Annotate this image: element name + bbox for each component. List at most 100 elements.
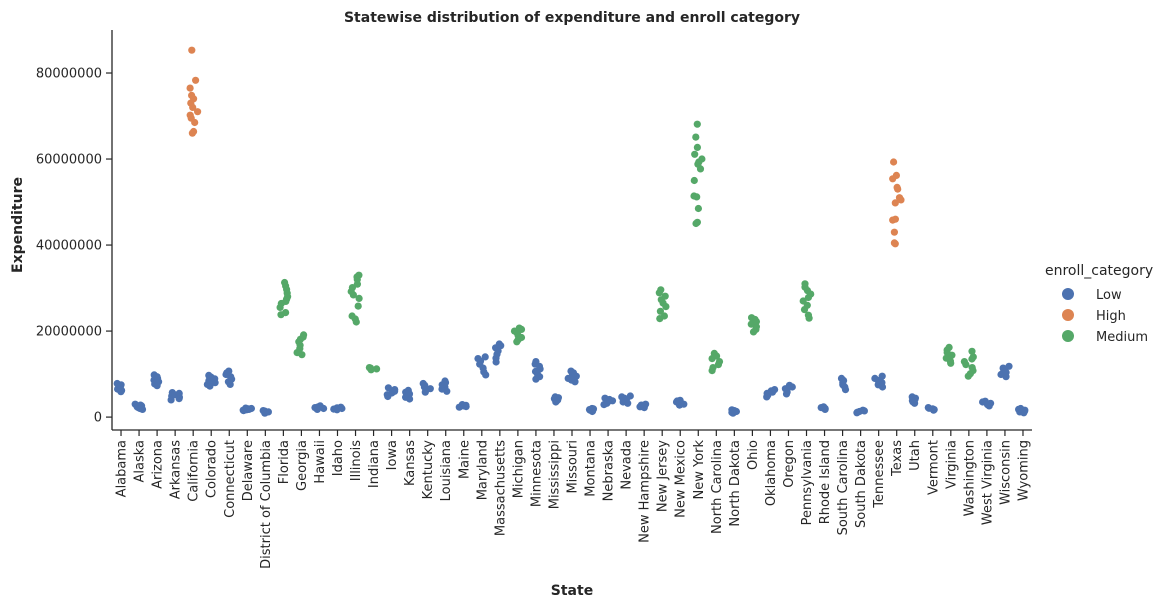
data-point [820, 403, 828, 411]
x-tick-label: Kentucky [421, 440, 436, 500]
data-point [300, 331, 308, 339]
data-point [801, 280, 809, 288]
data-point [690, 176, 698, 185]
data-point [728, 406, 736, 414]
data-point [242, 404, 250, 412]
data-point [194, 108, 202, 116]
legend: enroll_category Low High Medium [1045, 263, 1153, 345]
x-tick-label: New Mexico [674, 440, 689, 518]
data-point [891, 199, 899, 207]
data-point [785, 381, 794, 389]
x-tick-label: Idaho [331, 440, 346, 476]
data-point [551, 393, 559, 401]
y-tick-label: 20000000 [36, 325, 102, 340]
data-point [426, 385, 434, 393]
data-point [404, 386, 412, 394]
data-point [348, 312, 356, 320]
data-point [354, 302, 362, 310]
data-point [316, 402, 324, 410]
legend-marker [1062, 309, 1074, 321]
x-tick-label: Florida [277, 440, 292, 484]
data-point [715, 358, 724, 366]
x-tick-label: Wyoming [1016, 440, 1031, 501]
y-tick-label: 40000000 [36, 239, 102, 254]
data-point [710, 349, 718, 357]
data-point [878, 372, 886, 380]
data-point [859, 406, 867, 414]
x-tick-label: Illinois [349, 440, 364, 481]
data-point [908, 393, 916, 401]
data-point [1005, 362, 1013, 370]
x-tick-label: Connecticut [223, 440, 238, 518]
data-point [891, 215, 900, 223]
data-point [690, 192, 698, 200]
x-tick-label: Delaware [241, 440, 256, 501]
axes-layer: 0 20000000 40000000 60000000 80000000 Alabama… [36, 30, 1032, 569]
data-point [150, 371, 158, 379]
x-tick-label: Nevada [620, 440, 635, 490]
data-point [660, 312, 669, 320]
data-point [924, 404, 932, 412]
x-tick-label: Wisconsin [998, 440, 1013, 505]
data-point [942, 354, 950, 362]
x-tick-label: Arizona [151, 440, 166, 489]
y-tick-label: 80000000 [36, 67, 102, 82]
x-tick-label: New York [692, 440, 707, 500]
data-point [282, 309, 290, 317]
data-point [969, 353, 977, 361]
x-tick-label: California [187, 440, 202, 502]
chart-title: Statewise distribution of expenditure an… [344, 10, 800, 26]
data-point [259, 407, 267, 415]
x-tick-label: Tennessee [872, 440, 887, 509]
data-point [188, 46, 196, 54]
data-point [890, 239, 899, 247]
data-point [709, 364, 717, 372]
x-tick-label: Massachusetts [493, 440, 508, 536]
legend-label: High [1096, 309, 1126, 324]
data-point [987, 399, 995, 407]
x-tick-label: Maryland [475, 440, 490, 500]
data-point [618, 393, 626, 401]
x-tick-label: Oregon [782, 440, 797, 488]
data-point [113, 379, 121, 388]
legend-marker [1062, 288, 1074, 300]
x-tick-label: Louisiana [439, 440, 454, 501]
data-point [626, 392, 634, 400]
y-axis-label: Expenditure [10, 177, 26, 273]
data-point [515, 324, 523, 332]
data-point [968, 364, 976, 372]
data-point [281, 278, 289, 287]
data-point [225, 367, 233, 375]
x-tick-label: Washington [962, 440, 977, 516]
x-tick-label: South Carolina [836, 440, 851, 535]
x-tick-label: Alaska [133, 440, 148, 483]
data-point [441, 377, 449, 385]
data-point [391, 386, 399, 394]
x-tick-label: Iowa [385, 440, 400, 470]
data-point [656, 307, 665, 315]
data-point [136, 401, 145, 409]
legend-title: enroll_category [1045, 263, 1153, 279]
data-point [661, 292, 669, 300]
y-tick-label: 0 [94, 411, 102, 426]
x-tick-label: Maine [457, 440, 472, 479]
data-point [960, 358, 969, 366]
x-tick-label: Vermont [926, 440, 941, 495]
x-tick-label: West Virginia [980, 440, 995, 525]
data-point [419, 379, 427, 388]
data-point [748, 314, 756, 322]
data-point [384, 384, 392, 392]
data-point [131, 400, 139, 408]
x-axis-label: State [551, 583, 593, 599]
x-tick-label: Michigan [511, 440, 526, 498]
data-point [890, 158, 898, 166]
x-tick-label: South Dakota [854, 440, 869, 528]
data-point [373, 365, 381, 373]
data-point [588, 404, 596, 413]
x-tick-label: Hawaii [313, 440, 328, 484]
data-point [458, 401, 466, 409]
data-point [676, 396, 684, 404]
data-point [642, 400, 650, 408]
data-point [999, 364, 1007, 372]
